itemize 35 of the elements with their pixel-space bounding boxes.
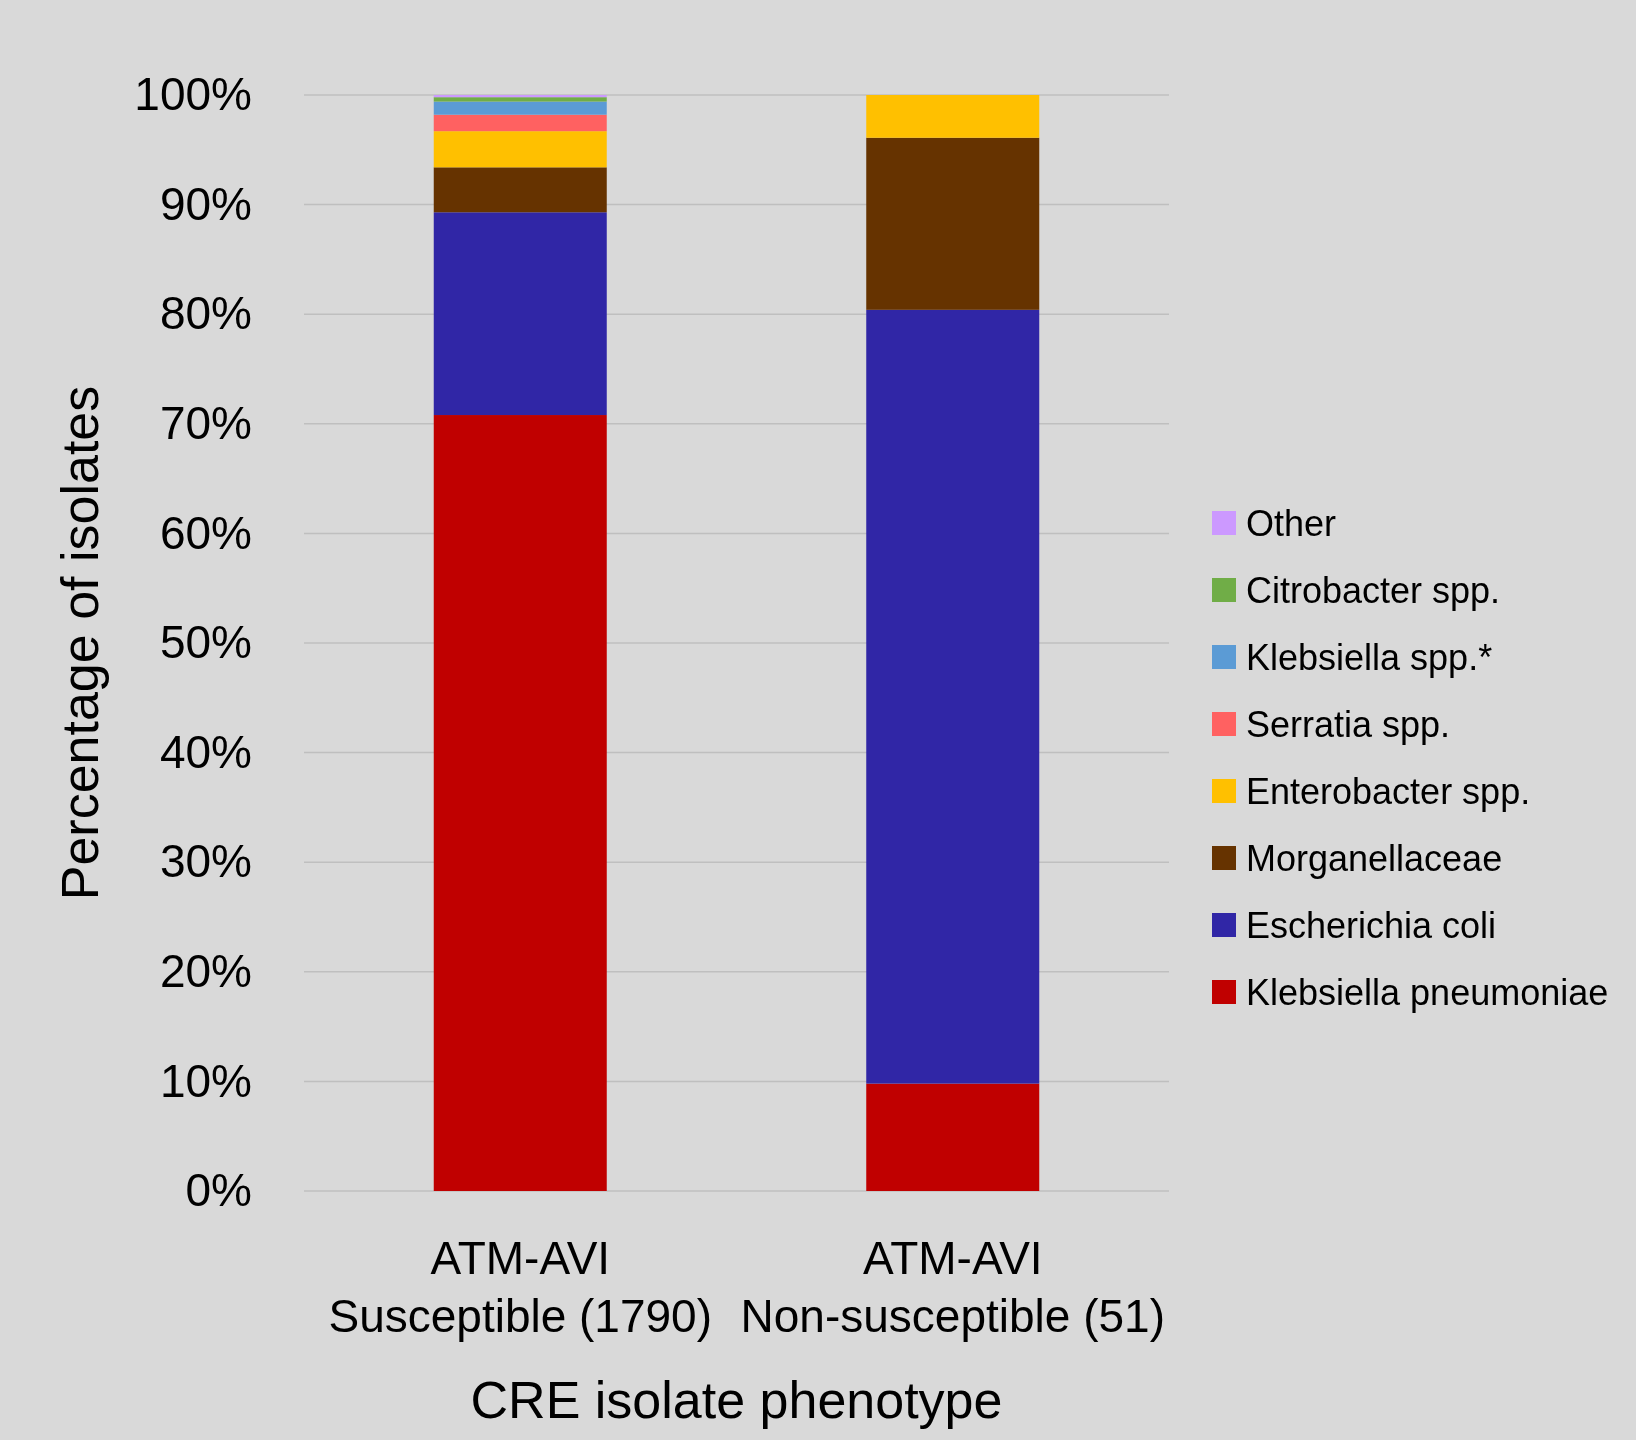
bar [433,101,607,115]
legend-label: Enterobacter spp. [1246,771,1531,812]
legend-label: Klebsiella spp.* [1246,637,1493,678]
legend-label: Escherichia coli [1246,905,1497,946]
y-tick-label: 60% [159,506,252,559]
x-tick-label: ATM-AVI Non-susceptible (51) [740,1232,1165,1342]
legend-label: Citrobacter spp. [1246,570,1501,611]
y-tick-label: 80% [159,287,252,340]
bar [433,167,607,213]
y-tick-label: 70% [159,397,252,450]
bar [433,95,607,98]
bar [433,415,607,1191]
y-tick-label: 100% [134,68,252,121]
y-tick-label: 20% [159,945,252,998]
bar [433,114,607,132]
bar [866,309,1040,1084]
x-tick-label: ATM-AVI Susceptible (1790) [328,1232,713,1342]
y-tick-label: 90% [159,177,252,230]
y-tick-label: 0% [185,1164,252,1217]
legend-label: Klebsiella pneumoniae [1246,972,1609,1013]
legend-label: Serratia spp. [1246,704,1451,745]
bar [866,1083,1040,1191]
bar [433,131,607,168]
y-tick-label: 50% [159,616,252,669]
x-axis-title: CRE isolate phenotype [470,1371,1003,1429]
y-tick-label: 30% [159,835,252,888]
bar [433,212,607,416]
legend-label: Morganellaceae [1246,838,1503,879]
y-axis-title: Percentage of isolates [51,385,109,901]
y-tick-label: 40% [159,725,252,778]
y-tick-label: 10% [159,1054,252,1107]
bar [866,137,1040,310]
legend-label: Other [1246,503,1337,544]
bar [433,97,607,102]
bar [866,95,1040,138]
